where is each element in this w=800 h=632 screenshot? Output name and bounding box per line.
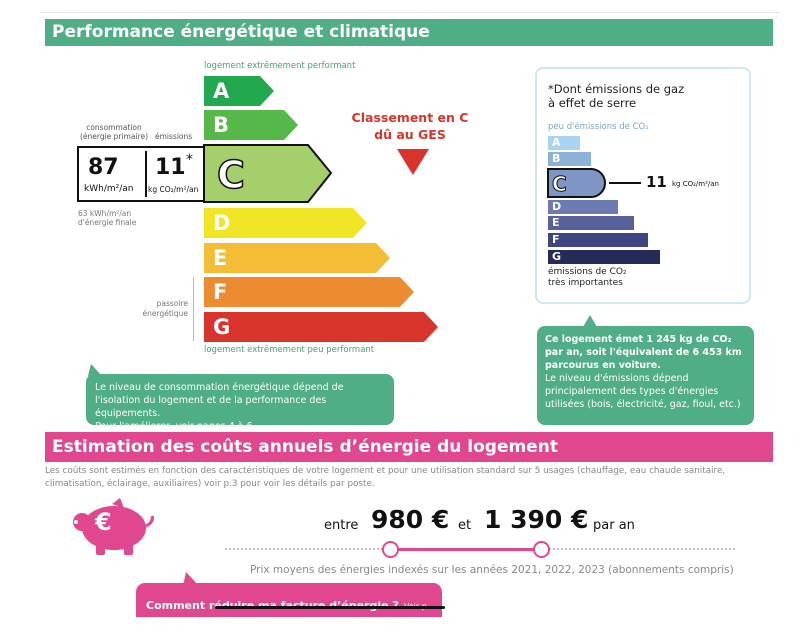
costs-description: Les coûts sont estimés en fonction des c…: [45, 466, 726, 489]
final-energy: 63 kWh/m²/an d'énergie finale: [78, 209, 137, 227]
dpe-note: Le niveau de consommation énergétique dé…: [86, 374, 394, 432]
home-indicator: [215, 606, 445, 609]
dpe-top-label: logement extrêmement performant: [204, 61, 356, 71]
dpe-note-link[interactable]: Pour l'améliorer, voir pages 4 à 6: [95, 421, 253, 432]
cost-range-fill: [390, 548, 540, 551]
euro-symbol: €: [95, 508, 112, 536]
ges-pointer-line: [609, 182, 641, 184]
costs-title: Estimation des coûts annuels d’énergie d…: [52, 437, 558, 457]
dpe-class-f: F: [204, 277, 414, 307]
passoire-bracket: [193, 277, 194, 341]
ges-class-f: F: [548, 233, 648, 247]
dpe-class-d: D: [204, 208, 367, 238]
cost-max-marker: [533, 541, 550, 558]
ges-unit: kg CO₂/m²/an: [672, 180, 719, 188]
values-box: [77, 146, 205, 202]
consumption-value: 87: [88, 155, 119, 180]
values-divider: [145, 151, 147, 197]
ges-bottom-label: émissions de CO₂ très importantes: [548, 267, 627, 288]
ges-note: Ce logement émet 1 245 kg de CO₂ par an,…: [537, 326, 754, 425]
prices-note: Prix moyens des énergies indexés sur les…: [250, 564, 734, 576]
cost-max: 1 390 €: [484, 505, 589, 534]
reduce-pointer: [183, 572, 199, 586]
ges-class-e: E: [548, 216, 634, 230]
down-triangle-icon: [397, 149, 429, 175]
ges-class-c-letter: C: [552, 172, 567, 196]
cost-et: et: [458, 518, 472, 533]
dpe-class-e: E: [204, 243, 390, 273]
cost-min-marker: [382, 541, 399, 558]
emissions-label: émissions: [155, 132, 193, 141]
emissions-star: *: [186, 152, 193, 168]
ges-class-d: D: [548, 200, 618, 214]
cost-min: 980 €: [371, 505, 450, 534]
piggy-bank-icon: [73, 498, 154, 555]
consumption-label: consommation (énergie primaire): [79, 123, 149, 141]
dpe-bottom-label: logement extrêmement peu performant: [204, 345, 375, 355]
ges-class-c-current: C: [547, 168, 606, 198]
ges-title: *Dont émissions de gaz à effet de serre: [548, 82, 685, 110]
dpe-class-c-letter: C: [217, 153, 245, 197]
ges-top-label: peu d'émissions de CO₂: [548, 122, 649, 132]
passoire-label: passoire énergétique: [142, 299, 188, 318]
ges-note-pointer: [583, 315, 597, 327]
ges-note-text: Le niveau d'émissions dépend principalem…: [545, 373, 741, 410]
ges-class-b: B: [548, 152, 591, 166]
emissions-unit: kg CO₂/m²/an: [148, 185, 199, 194]
section-title: Performance énergétique et climatique: [52, 22, 430, 42]
ges-note-bold: Ce logement émet 1 245 kg de CO₂ par an,…: [545, 334, 742, 371]
consumption-unit: kWh/m²/an: [84, 184, 134, 194]
section-header-performance: [45, 19, 773, 46]
dpe-note-text: Le niveau de consommation énergétique dé…: [95, 382, 344, 419]
ges-class-a: A: [548, 136, 580, 150]
dpe-class-b: B: [204, 110, 298, 140]
ges-value: 11: [646, 173, 667, 191]
ges-class-g: G: [548, 250, 660, 264]
dpe-class-g: G: [204, 312, 438, 342]
dpe-class-c-current: C: [203, 144, 333, 203]
cost-par-an: par an: [593, 518, 635, 533]
cost-entre: entre: [324, 518, 359, 533]
emissions-value: 11: [155, 155, 186, 180]
dpe-class-a: A: [204, 76, 274, 106]
classement-text: Classement en C dû au GES: [351, 110, 469, 142]
dpe-note-pointer: [88, 364, 102, 376]
section-header-costs: [45, 432, 773, 462]
reduce-bill-button[interactable]: Comment réduire ma facture d’énergie ? V…: [136, 583, 442, 630]
